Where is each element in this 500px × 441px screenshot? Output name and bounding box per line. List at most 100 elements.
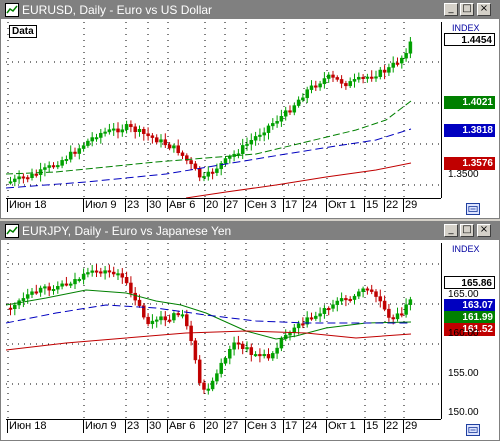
- x-axis-label: 17: [285, 199, 298, 211]
- candlestick: [361, 286, 365, 298]
- eurjpy-chart-window[interactable]: EURJPY, Daily - Euro vs Japanese Yen _ □…: [0, 221, 500, 441]
- candlestick: [142, 303, 146, 320]
- candlestick: [47, 161, 51, 173]
- x-axis-label: 29: [405, 420, 418, 432]
- eurusd-price-axis[interactable]: INDEX 1.4454 1.4021 1.3818 1.3576 1.3500: [441, 22, 499, 198]
- y-axis-label: 150.00: [448, 407, 479, 418]
- candlestick: [163, 311, 168, 327]
- candlestick: [387, 63, 391, 76]
- chart-settings-icon[interactable]: [466, 203, 480, 215]
- eurusd-chart-window[interactable]: EURUSD, Daily - Euro vs US Dollar _ □ × …: [0, 0, 500, 219]
- x-axis-tick: [125, 420, 126, 433]
- candlestick: [116, 122, 120, 139]
- x-axis-label: 30: [149, 199, 162, 211]
- candlestick: [210, 168, 215, 180]
- candlestick: [236, 335, 241, 350]
- candlestick: [301, 317, 305, 329]
- chart-settings-icon[interactable]: [466, 424, 480, 436]
- candlestick: [344, 295, 348, 307]
- chart-window-icon: [5, 3, 19, 17]
- candlestick: [77, 144, 82, 160]
- candlestick: [228, 345, 232, 365]
- x-axis-label: 20: [206, 420, 219, 432]
- candlestick: [94, 264, 99, 278]
- candlestick: [382, 65, 387, 80]
- candlestick: [357, 288, 361, 300]
- candlestick: [215, 369, 219, 384]
- minimize-button[interactable]: _: [444, 224, 458, 237]
- candlestick: [249, 343, 254, 362]
- candlestick: [99, 267, 103, 277]
- price-tag-current: 1.4454: [444, 33, 495, 46]
- candlestick: [352, 73, 357, 88]
- x-axis-label: 15: [366, 420, 379, 432]
- candlestick: [163, 133, 168, 149]
- candlestick: [322, 305, 327, 319]
- candlestick: [103, 127, 107, 137]
- candlestick: [344, 80, 348, 90]
- candlestick: [124, 120, 129, 134]
- candlestick: [361, 74, 365, 84]
- eurjpy-price-axis[interactable]: INDEX 165.86 165.00 163.07 161.99 161.52…: [441, 243, 499, 419]
- ma-long-line: [5, 330, 412, 351]
- eurusd-title-bar[interactable]: EURUSD, Daily - Euro vs US Dollar _ □ ×: [1, 1, 499, 19]
- candlestick: [339, 75, 344, 89]
- minimize-button[interactable]: _: [444, 3, 458, 16]
- candlestick: [154, 134, 159, 145]
- eurjpy-candlestick-chart: [5, 243, 441, 419]
- candlestick: [129, 120, 133, 133]
- candlestick: [13, 302, 17, 316]
- candlestick: [223, 356, 228, 366]
- data-label: Data: [9, 25, 37, 38]
- candlestick: [275, 342, 279, 359]
- eurusd-plot-area[interactable]: Data: [5, 22, 441, 199]
- candlestick: [172, 311, 176, 323]
- x-axis-tick: [7, 420, 8, 433]
- candlestick: [318, 307, 322, 323]
- close-button[interactable]: ×: [477, 224, 491, 237]
- candlestick: [314, 311, 318, 321]
- maximize-button[interactable]: □: [460, 3, 474, 16]
- candlestick: [369, 284, 374, 295]
- candlestick: [81, 142, 86, 152]
- x-axis-label: 23: [127, 420, 140, 432]
- y-axis-label: 160.00: [448, 328, 479, 339]
- candlestick: [107, 123, 112, 135]
- candlestick: [258, 128, 262, 142]
- candlestick: [180, 150, 185, 160]
- candlestick: [176, 139, 180, 156]
- candlestick: [382, 295, 387, 312]
- candlestick: [266, 123, 271, 140]
- candlestick: [86, 138, 90, 148]
- candlestick: [56, 281, 60, 294]
- maximize-button[interactable]: □: [460, 224, 474, 237]
- eurjpy-plot-area[interactable]: [5, 243, 441, 419]
- candlestick: [43, 284, 47, 295]
- x-axis-tick: [384, 420, 385, 433]
- candlestick: [159, 311, 163, 325]
- candlestick: [348, 77, 352, 89]
- x-axis-label: 22: [386, 420, 399, 432]
- candlestick: [374, 70, 378, 82]
- candlestick: [111, 123, 116, 136]
- price-tag-ma-short: 1.4021: [444, 96, 495, 109]
- candlestick: [133, 123, 137, 139]
- candlestick: [365, 73, 370, 83]
- candlestick: [60, 156, 64, 169]
- price-tag-ma-long: 1.3576: [444, 157, 495, 170]
- candlestick: [305, 311, 309, 328]
- candlestick: [146, 127, 150, 141]
- y-axis-label: 165.00: [448, 289, 479, 300]
- candlestick: [206, 166, 211, 181]
- candlestick: [68, 145, 73, 163]
- x-axis-tick: [364, 420, 365, 433]
- x-axis-tick: [125, 199, 126, 212]
- candlestick: [404, 298, 408, 318]
- candlestick: [240, 341, 245, 355]
- candlestick: [369, 70, 374, 82]
- candlestick: [305, 86, 309, 104]
- close-button[interactable]: ×: [477, 3, 491, 16]
- candlestick: [210, 377, 215, 392]
- eurjpy-title-bar[interactable]: EURJPY, Daily - Euro vs Japanese Yen _ □…: [1, 222, 499, 240]
- x-axis-tick: [83, 420, 84, 433]
